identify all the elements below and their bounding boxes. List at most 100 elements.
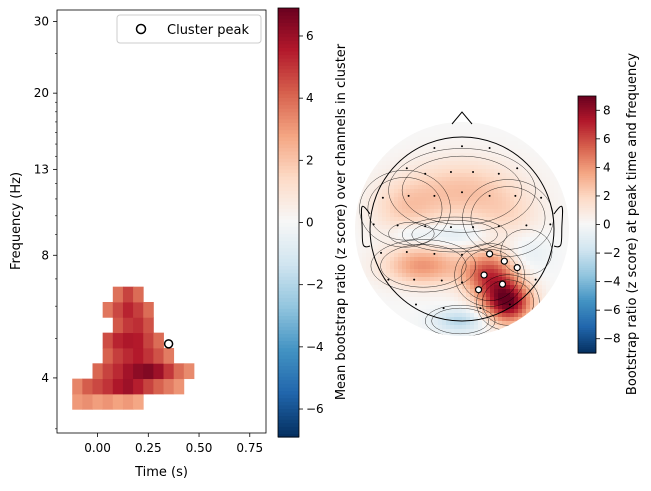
topomap-contour [401, 155, 523, 225]
sensor-dot [407, 194, 410, 197]
head-circle [369, 136, 555, 322]
heatmap-cell [153, 332, 164, 349]
colorbar-tick-label: 6 [306, 29, 314, 43]
heatmap-cell [112, 332, 124, 349]
heatmap-cell [133, 301, 144, 318]
x-tick-label: 0.00 [84, 441, 111, 455]
x-tick-label: 0.75 [236, 441, 263, 455]
heatmap-colorbar: −6 −4 −2 0 2 4 6 Mean bootstrap ratio (z score… [277, 7, 349, 438]
heatmap-cell [183, 363, 195, 380]
heatmap-cell [92, 378, 104, 395]
heatmap-cell [112, 393, 124, 410]
heatmap-cell [133, 286, 144, 303]
heatmap-cell [112, 301, 124, 318]
heatmap-cell [163, 363, 175, 380]
heatmap-cell [133, 332, 144, 349]
colorbar-tick-label: −8 [603, 332, 621, 346]
sensor-dot [472, 226, 475, 229]
heatmap-frame [56, 9, 267, 434]
x-axis-ticks: 0.00 0.25 0.50 0.75 [84, 433, 263, 455]
heatmap-cell [72, 378, 83, 395]
heatmap-cell [102, 347, 114, 364]
heatmap-cell [122, 393, 134, 410]
heatmap-cell [102, 301, 114, 318]
sensor-dot [514, 194, 517, 197]
heatmap-cell [143, 378, 154, 395]
heatmap-cell [92, 393, 104, 410]
colorbar-tick-label: 4 [603, 160, 611, 174]
sensor-dots [372, 145, 552, 310]
y-axis-ticks: 4 8 13 20 30 [34, 14, 57, 430]
sensor-dot [424, 225, 427, 228]
heatmap-cell [122, 378, 134, 395]
cluster-sensor-marker [480, 271, 488, 279]
cluster-sensor-marker [500, 257, 508, 265]
colorbar-tick-label: 2 [306, 153, 314, 167]
heatmap-cell [112, 363, 124, 380]
cluster-sensor-marker [486, 250, 494, 258]
heatmap-cell [143, 301, 154, 318]
topomap-field [355, 122, 569, 336]
heatmap-cell [133, 363, 144, 380]
sensor-dot [413, 278, 416, 281]
heatmap-cell [143, 332, 154, 349]
sensor-dot [440, 279, 443, 282]
y-tick-label: 30 [34, 14, 49, 28]
heatmap-cell [102, 332, 114, 349]
heatmap-cells [72, 286, 195, 410]
nose [451, 111, 473, 125]
colorbar-tick-label: 0 [603, 218, 611, 232]
heatmap-cell [153, 363, 164, 380]
heatmap-cell [112, 286, 124, 303]
sensor-dot [508, 303, 511, 306]
heatmap-cell [82, 378, 93, 395]
heatmap-cell [102, 363, 114, 380]
colorbar-tick-label: −6 [603, 303, 621, 317]
colorbar-tick-label: −2 [603, 246, 621, 260]
y-tick-label: 4 [41, 371, 49, 385]
topomap-contour [460, 249, 519, 301]
sensor-dot [449, 226, 452, 229]
sensor-dot [461, 145, 463, 148]
heatmap-cell [102, 378, 114, 395]
heatmap-ylabel: Frequency (Hz) [9, 172, 24, 270]
colorbar-label-left: Mean bootstrap ratio (z score) over chan… [334, 43, 349, 400]
heatmap-cell [133, 378, 144, 395]
heatmap-cell [153, 347, 164, 364]
sensor-dot [549, 223, 552, 226]
heatmap-cell [122, 286, 134, 303]
topomap-contour [411, 220, 498, 250]
colorbar-tick-label: 4 [306, 91, 314, 105]
colorbar-ticks-right: −8 −6 −4 −2 0 2 4 6 8 [596, 103, 621, 346]
heatmap-cell [122, 363, 134, 380]
sensor-dot [387, 278, 390, 281]
sensor-dot [479, 307, 482, 310]
colorbar-gradient-left [278, 8, 299, 438]
sensor-dot [424, 172, 427, 175]
topomap-colorbar: −8 −6 −4 −2 0 2 4 6 8 Bootstrap ratio (z score) … [577, 53, 640, 395]
sensor-dot [415, 303, 417, 306]
sensor-dot [525, 224, 528, 227]
sensor-dot [433, 147, 436, 150]
heatmap-cell [143, 317, 154, 334]
colorbar-gradient-right [578, 96, 596, 354]
heatmap-cell [102, 393, 114, 410]
cluster-peak-marker [163, 339, 174, 349]
heatmap-cell [112, 317, 124, 334]
heatmap-cell [122, 301, 134, 318]
heatmap-cell [163, 378, 175, 395]
colorbar-tick-label: 6 [603, 132, 611, 146]
topomap-contour [370, 239, 477, 293]
cluster-sensor-marker [474, 286, 483, 294]
topomap-contour [388, 148, 536, 233]
heatmap-cell [163, 347, 175, 364]
topomap-contour [500, 228, 553, 276]
sensor-dot [372, 223, 375, 226]
heatmap-cell [133, 393, 144, 410]
head-outline [360, 111, 564, 322]
heatmap-cell [173, 378, 185, 395]
sensor-dot [534, 278, 537, 281]
heatmap-cell [112, 378, 124, 395]
sensor-dot [405, 167, 408, 170]
topomap-contour [424, 305, 496, 336]
